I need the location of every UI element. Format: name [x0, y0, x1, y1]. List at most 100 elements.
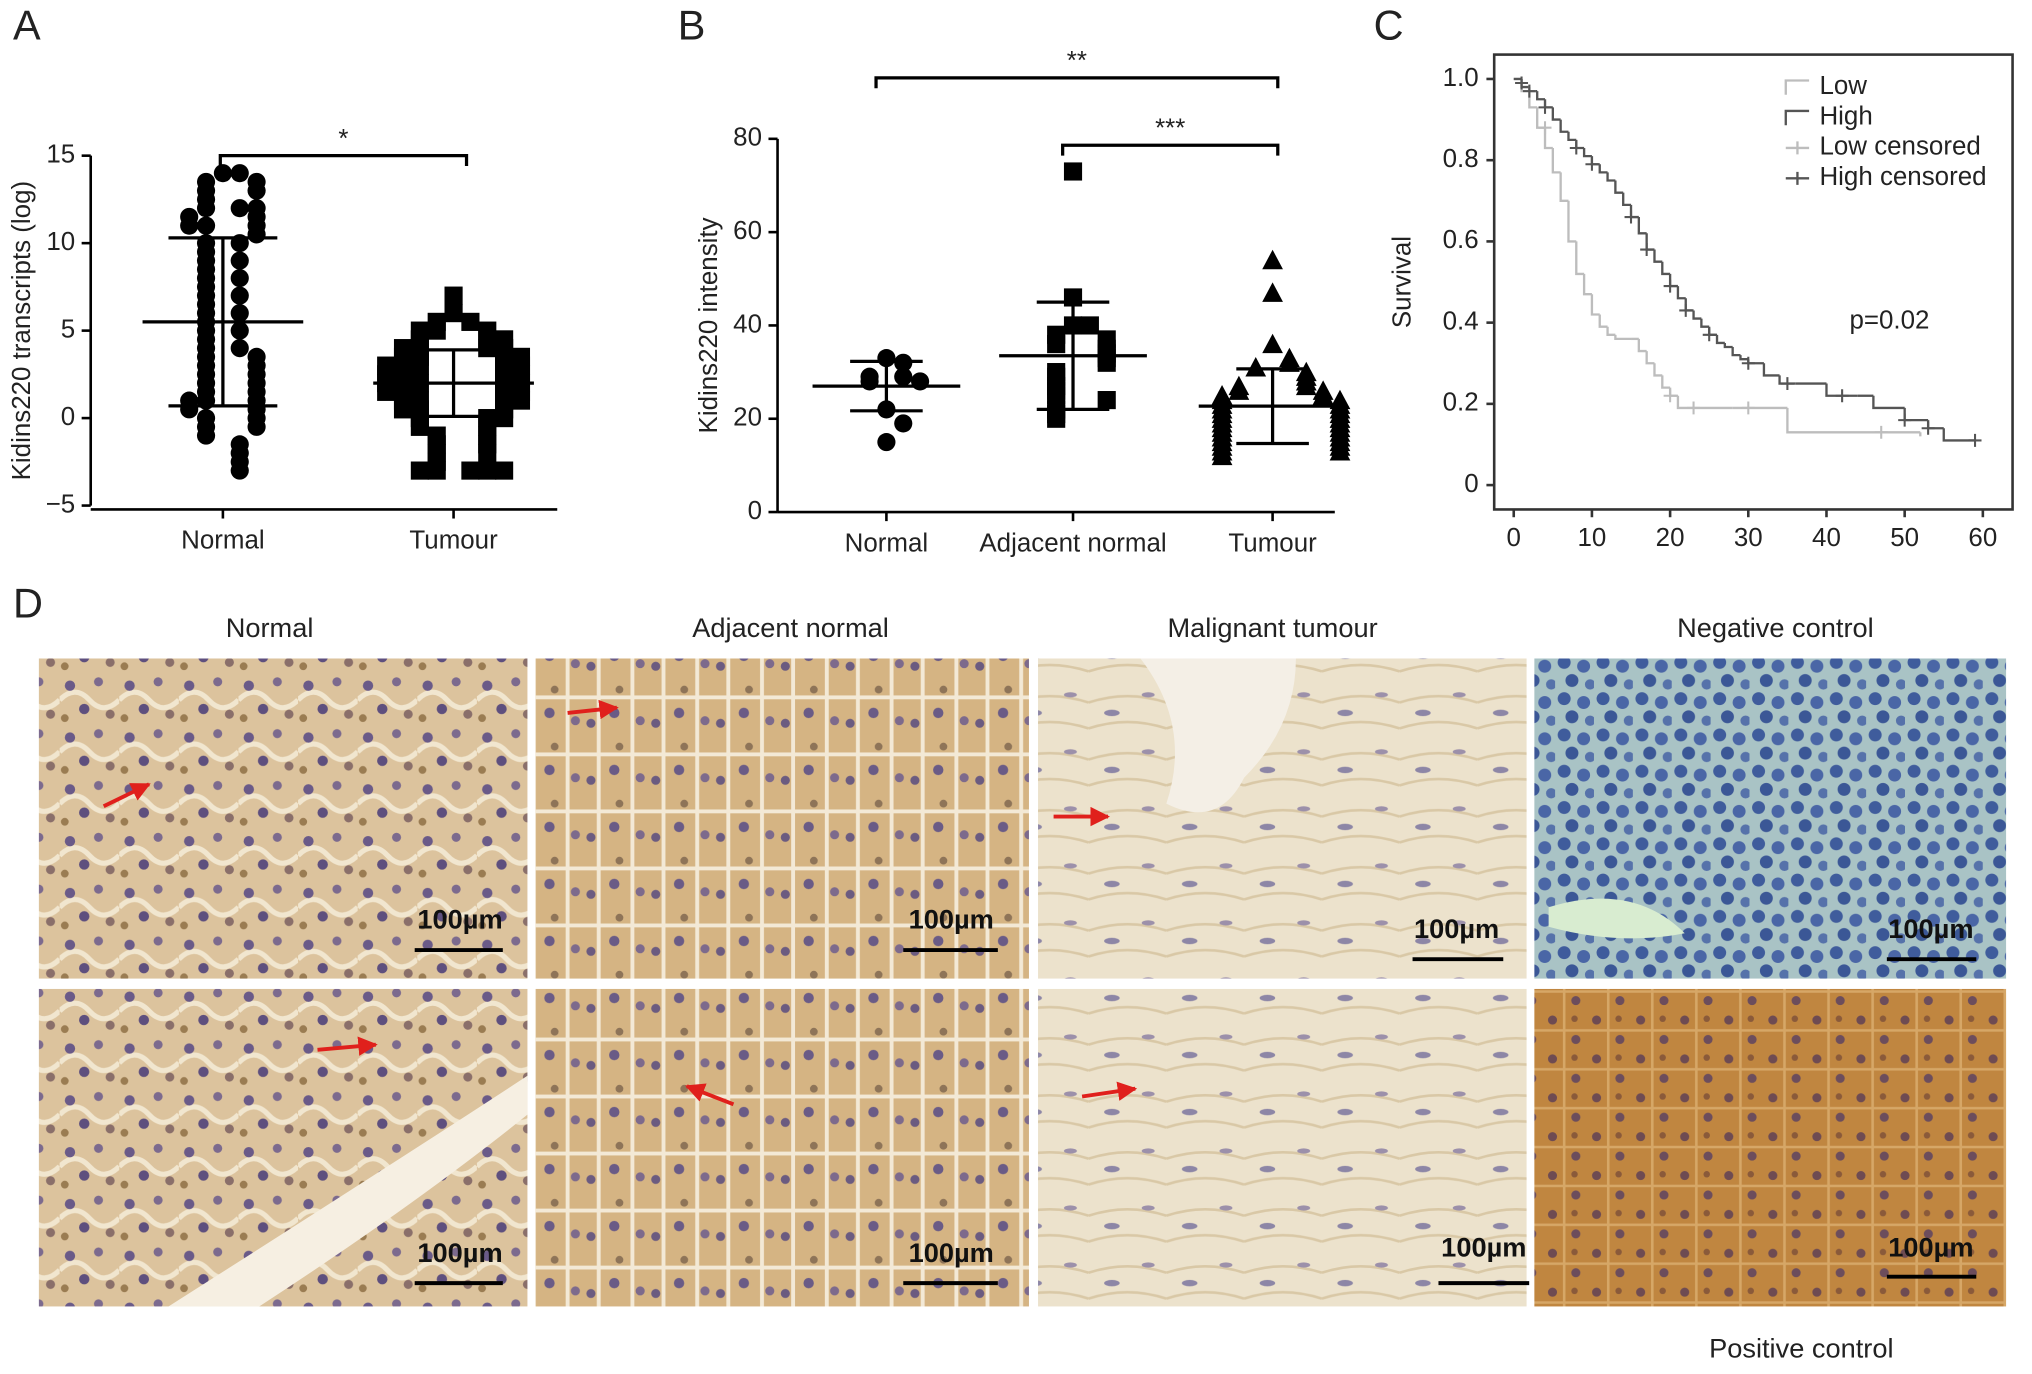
data-point: [478, 444, 497, 463]
y-axis-title: Kidins220 intensity: [695, 217, 723, 433]
scale-label: 100µm: [1888, 1232, 1973, 1263]
survival-step: [1551, 148, 1561, 174]
data-point: [393, 400, 413, 419]
survival-step: [1739, 355, 1749, 361]
error-bar: [168, 236, 278, 408]
y-tick-label: 60: [733, 217, 762, 245]
data-point: [230, 339, 249, 358]
data-point: [230, 286, 249, 305]
survival-step: [1543, 127, 1553, 150]
data-point: [180, 216, 199, 235]
data-point: [213, 164, 232, 183]
legend-label: Low censored: [1819, 133, 1980, 161]
scale-label: 100µm: [909, 904, 994, 935]
censor-mark: [1663, 389, 1677, 403]
censor-mark: [1679, 303, 1693, 317]
x-tick-label: 30: [1734, 524, 1763, 552]
plot-frame: [1492, 53, 2014, 511]
survival-step: [1536, 91, 1546, 101]
y-tick-label: 80: [733, 124, 762, 152]
legend-symbol: [1785, 141, 1810, 155]
censor-mark: [1569, 141, 1583, 155]
column-title: Negative control: [1677, 612, 1874, 643]
micrograph-panel: D Normal Adjacent normal Malignant tumou…: [13, 580, 2007, 1364]
data-point: [894, 367, 913, 386]
y-tick-label: 15: [46, 141, 75, 169]
legend-label: High: [1819, 102, 1872, 130]
x-tick-label: Tumour: [1228, 529, 1317, 557]
censor-mark: [1624, 210, 1638, 224]
panel-label: B: [678, 2, 706, 49]
x-tick-label: 10: [1578, 524, 1607, 552]
survival-step: [1606, 172, 1616, 182]
data-point: [1245, 357, 1267, 377]
censor-mark: [1702, 328, 1716, 342]
survival-step: [1661, 261, 1671, 276]
x-tick-label: Tumour: [409, 527, 498, 555]
data-point: [911, 372, 930, 391]
legend-symbol: [1785, 171, 1810, 185]
x-tick-label: Normal: [181, 527, 265, 555]
data-point: [180, 400, 199, 419]
survival-step: [1567, 131, 1577, 142]
significance-label: *: [338, 125, 348, 153]
survival-step: [1708, 326, 1718, 336]
survival-step: [1590, 294, 1600, 316]
survival-step: [1645, 233, 1655, 251]
survival-step: [1653, 363, 1663, 377]
survival-step: [1903, 407, 1929, 422]
y-axis-title: Kidins220 transcripts (log): [8, 181, 36, 481]
survival-step: [1622, 192, 1632, 207]
data-point: [894, 414, 913, 433]
data-point: [230, 304, 249, 323]
column-title: Adjacent normal: [692, 612, 889, 643]
y-tick-label: 0.2: [1443, 389, 1479, 417]
censor-mark: [1515, 76, 1529, 90]
data-point: [1097, 353, 1116, 372]
data-point: [230, 269, 249, 288]
censor-mark: [1835, 389, 1849, 403]
y-tick-label: 20: [733, 404, 762, 432]
scale-label: 100µm: [417, 1237, 502, 1268]
micrograph: [1534, 988, 2007, 1307]
legend-symbol: [1784, 79, 1810, 95]
dot-plot: A −5 0 5 10 15 Kidins220 transcripts (log) Norm…: [8, 2, 558, 555]
survival-step: [1614, 180, 1624, 194]
y-tick-label: 0.8: [1443, 145, 1479, 173]
data-point: [1262, 282, 1283, 302]
data-point: [377, 382, 396, 401]
legend-label: High censored: [1819, 163, 1986, 191]
micrograph: [1038, 988, 1527, 1307]
survival-step: [1582, 148, 1592, 158]
data-point: [1312, 385, 1334, 405]
error-bar: [1236, 367, 1309, 446]
survival-plot: C 0 0.2 0.4 0.6 0.8 1.0 0 10 20 30 40 50 60 Survival p=…: [1374, 2, 2014, 552]
survival-step: [1614, 334, 1632, 341]
data-point: [1279, 352, 1300, 372]
censor-mark: [1538, 100, 1552, 114]
data-point: [427, 321, 446, 340]
arrow: [102, 782, 151, 808]
data-point: [410, 356, 429, 375]
column-title: Malignant tumour: [1167, 612, 1377, 643]
significance-label: **: [1067, 47, 1087, 75]
data-point: [1295, 375, 1317, 396]
data-point: [230, 164, 249, 183]
y-tick-label: −5: [46, 490, 76, 518]
survival-step: [1559, 172, 1569, 202]
data-point: [427, 461, 446, 480]
error-bar: [1036, 300, 1110, 412]
censor-mark: [1741, 356, 1755, 370]
survival-step: [1926, 420, 1944, 430]
panel-label: C: [1374, 2, 1404, 49]
data-point: [860, 372, 879, 391]
y-tick-label: 0: [61, 403, 75, 431]
data-point: [1047, 386, 1066, 405]
data-point: [478, 339, 497, 358]
y-tick-label: 0: [748, 497, 762, 525]
censor-mark: [1921, 421, 1935, 435]
data-point: [247, 225, 266, 244]
arrow: [1081, 1081, 1138, 1101]
annotation: p=0.02: [1849, 306, 1929, 334]
survival-step: [1731, 347, 1741, 357]
